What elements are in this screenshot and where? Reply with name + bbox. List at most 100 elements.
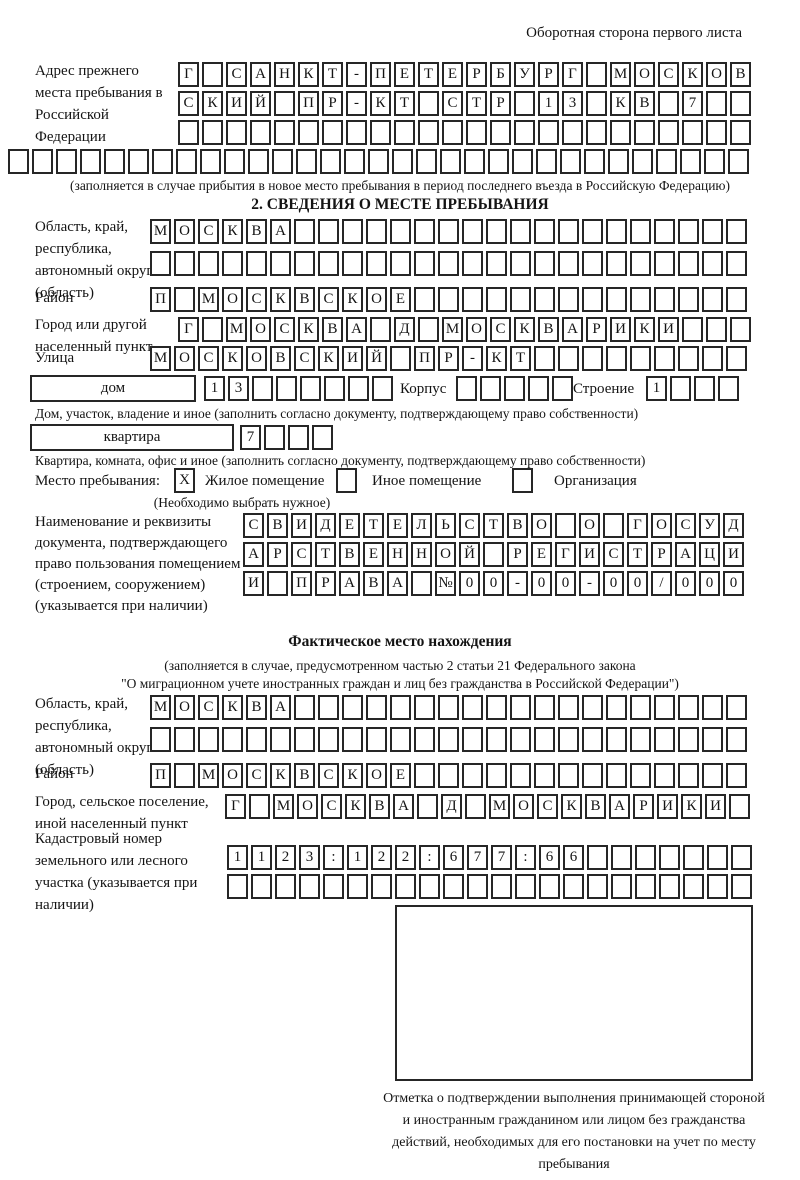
page-side-note: Оборотная сторона первого листа bbox=[526, 25, 742, 41]
char-cell bbox=[174, 763, 195, 788]
char-cell: Г bbox=[178, 62, 199, 87]
char-cell: К bbox=[561, 794, 582, 819]
char-cell bbox=[555, 513, 576, 538]
char-cell bbox=[222, 251, 243, 276]
char-cell bbox=[702, 287, 723, 312]
char-cell: О bbox=[297, 794, 318, 819]
char-cell bbox=[414, 219, 435, 244]
char-cell bbox=[610, 120, 631, 145]
char-cell: Й bbox=[459, 542, 480, 567]
char-cell: С bbox=[442, 91, 463, 116]
char-cell bbox=[294, 219, 315, 244]
section2-title: 2. СВЕДЕНИЯ О МЕСТЕ ПРЕБЫВАНИЯ bbox=[251, 196, 549, 213]
char-cell: И bbox=[657, 794, 678, 819]
char-cell bbox=[488, 149, 509, 174]
char-cell bbox=[630, 287, 651, 312]
char-cell: П bbox=[150, 763, 171, 788]
char-cell: 1 bbox=[347, 845, 368, 870]
char-cell bbox=[274, 120, 295, 145]
char-cell bbox=[558, 251, 579, 276]
char-cell: К bbox=[222, 219, 243, 244]
char-cell bbox=[272, 149, 293, 174]
char-cell: Ь bbox=[435, 513, 456, 538]
char-cell: Т bbox=[363, 513, 384, 538]
char-cell bbox=[294, 251, 315, 276]
stay-type-option-organization: Организация bbox=[554, 473, 637, 489]
char-cell: Е bbox=[442, 62, 463, 87]
char-cell bbox=[586, 91, 607, 116]
char-cell bbox=[730, 91, 751, 116]
char-cell bbox=[558, 287, 579, 312]
city-label: Город или другой населенный пункт bbox=[35, 317, 153, 355]
char-cell bbox=[683, 845, 704, 870]
char-cell bbox=[264, 425, 285, 450]
char-cell bbox=[702, 346, 723, 371]
char-cell bbox=[515, 874, 536, 899]
char-cell: Р bbox=[466, 62, 487, 87]
char-cell bbox=[466, 120, 487, 145]
char-cell bbox=[611, 845, 632, 870]
char-cell: 1 bbox=[538, 91, 559, 116]
char-cell: С bbox=[318, 763, 339, 788]
char-cell bbox=[706, 120, 727, 145]
cadastral-label: Кадастровый номер земельного или лесного… bbox=[35, 831, 198, 913]
char-cell: Г bbox=[562, 62, 583, 87]
char-cell bbox=[174, 727, 195, 752]
char-cell bbox=[390, 251, 411, 276]
char-cell bbox=[222, 727, 243, 752]
house-type-box: дом bbox=[30, 375, 196, 402]
char-cell: Т bbox=[322, 62, 343, 87]
char-cell bbox=[456, 376, 477, 401]
char-cell: С bbox=[178, 91, 199, 116]
char-cell: О bbox=[531, 513, 552, 538]
char-cell: К bbox=[270, 287, 291, 312]
char-cell bbox=[390, 219, 411, 244]
char-cell bbox=[654, 219, 675, 244]
char-cell bbox=[486, 695, 507, 720]
char-cell bbox=[462, 219, 483, 244]
char-cell bbox=[288, 425, 309, 450]
char-cell: 6 bbox=[539, 845, 560, 870]
char-cell: С bbox=[198, 346, 219, 371]
char-cell bbox=[438, 727, 459, 752]
char-cell: Й bbox=[366, 346, 387, 371]
char-cell: : bbox=[419, 845, 440, 870]
char-cell bbox=[56, 149, 77, 174]
char-cell: И bbox=[705, 794, 726, 819]
char-cell: 7 bbox=[682, 91, 703, 116]
char-cell bbox=[267, 571, 288, 596]
char-cell bbox=[438, 251, 459, 276]
char-cell bbox=[702, 251, 723, 276]
char-cell: 2 bbox=[371, 845, 392, 870]
char-cell bbox=[346, 120, 367, 145]
char-cell bbox=[486, 287, 507, 312]
char-cell: К bbox=[486, 346, 507, 371]
char-cell: М bbox=[610, 62, 631, 87]
char-cell bbox=[630, 219, 651, 244]
char-cell: Е bbox=[390, 287, 411, 312]
char-cell bbox=[534, 251, 555, 276]
char-cell bbox=[486, 219, 507, 244]
char-cell: С bbox=[490, 317, 511, 342]
char-cell: Т bbox=[510, 346, 531, 371]
char-cell bbox=[318, 219, 339, 244]
char-cell bbox=[491, 874, 512, 899]
char-cell: : bbox=[323, 845, 344, 870]
char-cell bbox=[682, 120, 703, 145]
district-label: Район bbox=[35, 290, 74, 306]
char-cell bbox=[718, 376, 739, 401]
char-cell bbox=[318, 727, 339, 752]
char-cell bbox=[202, 317, 223, 342]
char-cell bbox=[366, 695, 387, 720]
char-cell bbox=[227, 874, 248, 899]
char-cell bbox=[584, 149, 605, 174]
char-cell bbox=[632, 149, 653, 174]
char-cell bbox=[251, 874, 272, 899]
char-cell bbox=[512, 149, 533, 174]
char-cell: К bbox=[342, 287, 363, 312]
cadastral-row-2 bbox=[227, 874, 752, 899]
char-cell bbox=[224, 149, 245, 174]
